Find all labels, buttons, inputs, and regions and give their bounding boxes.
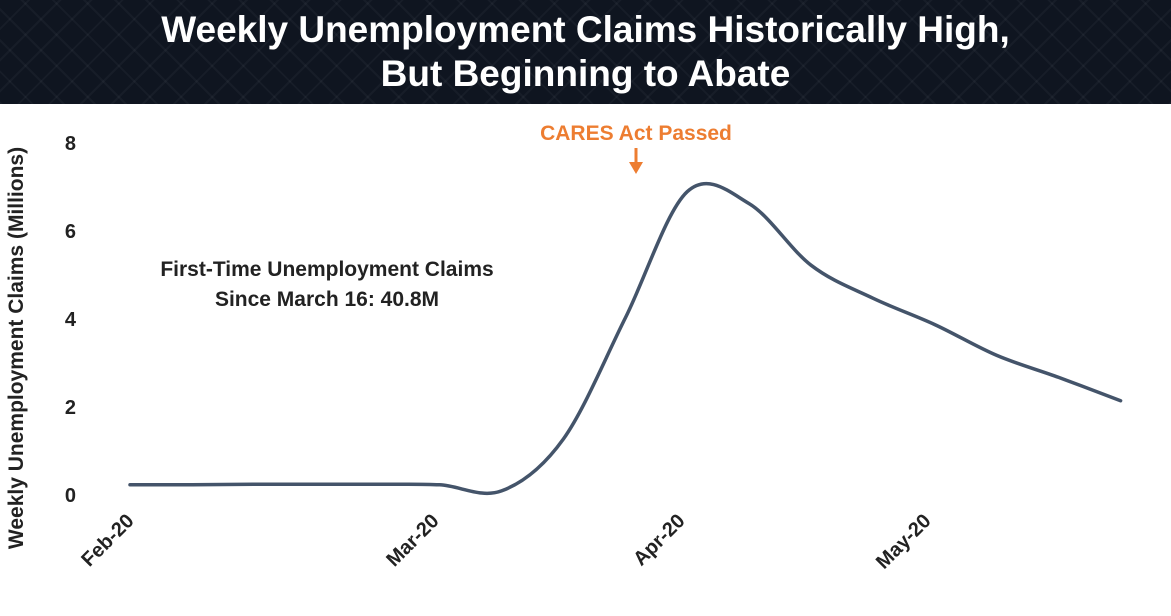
- cares-act-annotation: CARES Act Passed: [540, 122, 732, 174]
- y-tick-0: 0: [65, 485, 76, 507]
- chart-title-line-1: Weekly Unemployment Claims Historically …: [161, 9, 1010, 50]
- claims-summary-line-2: Since March 16: 40.8M: [215, 288, 439, 311]
- y-axis-ticks: 0 2 4 6 8: [65, 133, 77, 507]
- x-tick-may-20: May-20: [872, 510, 936, 574]
- cares-act-label: CARES Act Passed: [540, 122, 732, 145]
- x-axis-ticks: Feb-20 Mar-20 Apr-20 May-20: [77, 510, 935, 574]
- y-tick-8: 8: [65, 133, 76, 155]
- y-axis-label: Weekly Unemployment Claims (Millions): [5, 146, 28, 550]
- chart-title-line-2: But Beginning to Abate: [380, 53, 791, 94]
- cares-act-arrow-head: [629, 162, 643, 174]
- x-tick-mar-20: Mar-20: [382, 510, 443, 571]
- data-points: [127, 189, 1124, 494]
- chart-title: Weekly Unemployment Claims Historically …: [161, 8, 1010, 96]
- claims-summary-line-1: First-Time Unemployment Claims: [160, 258, 493, 281]
- x-tick-apr-20: Apr-20: [629, 510, 689, 570]
- series-line-unemployment-claims: [128, 181, 1123, 496]
- y-tick-6: 6: [65, 221, 76, 243]
- y-tick-2: 2: [65, 397, 76, 419]
- x-tick-feb-20: Feb-20: [77, 510, 138, 571]
- y-tick-4: 4: [65, 309, 77, 331]
- title-banner: Weekly Unemployment Claims Historically …: [0, 0, 1171, 104]
- claims-summary-annotation: First-Time Unemployment Claims Since Mar…: [160, 258, 493, 311]
